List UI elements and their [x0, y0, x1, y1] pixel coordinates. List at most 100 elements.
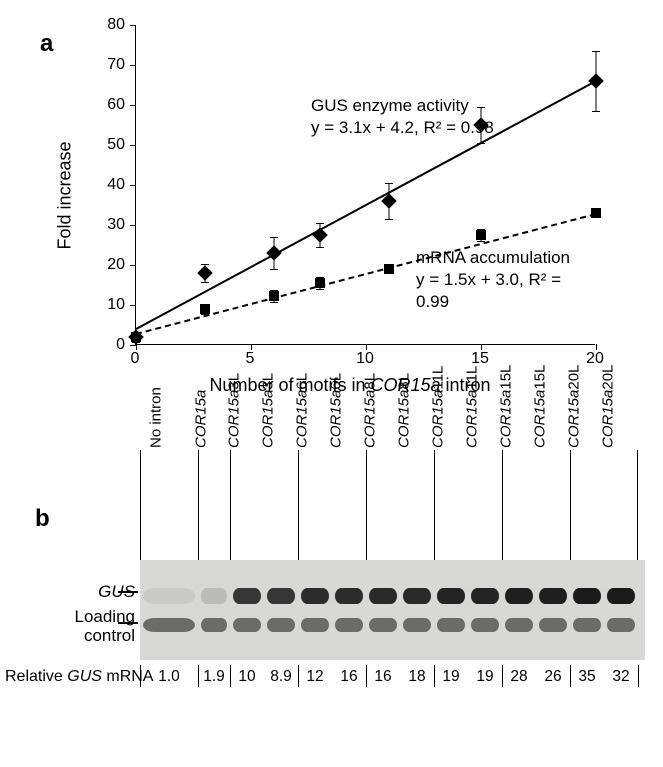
y-tick: [130, 265, 136, 267]
y-tick-label: 50: [107, 136, 125, 154]
relative-value: 16: [340, 668, 357, 686]
gus-band: [201, 588, 227, 604]
relative-value: 1.9: [203, 668, 225, 686]
gus-band: [607, 588, 635, 604]
error-cap: [316, 247, 324, 248]
lane-group: [570, 450, 638, 560]
gus-band: [539, 588, 567, 604]
value-separator: [638, 665, 639, 687]
gus-band: [301, 588, 329, 604]
loading-band: [267, 618, 295, 632]
lane-label: COR15a20L: [600, 365, 617, 448]
data-point: [269, 291, 279, 301]
lane-group: [298, 450, 366, 560]
loading-band: [403, 618, 431, 632]
y-tick: [130, 305, 136, 307]
value-separator: [570, 665, 571, 687]
lane-group: [434, 450, 502, 560]
data-point: [197, 265, 213, 281]
gus-band: [233, 588, 261, 604]
gus-band: [369, 588, 397, 604]
loading-band: [471, 618, 499, 632]
gus-band: [471, 588, 499, 604]
lane-group: [366, 450, 434, 560]
lane-label: COR15a11L: [464, 366, 481, 448]
x-tick-label: 10: [356, 350, 374, 368]
x-tick-label: 5: [246, 350, 255, 368]
error-cap: [201, 282, 209, 283]
value-separator: [230, 665, 231, 687]
lane-group: [198, 450, 230, 560]
loading-band: [369, 618, 397, 632]
annotation-gus: GUS enzyme activityy = 3.1x + 4.2, R² = …: [311, 95, 494, 139]
data-point: [476, 230, 486, 240]
relative-value: 12: [306, 668, 323, 686]
y-tick-label: 80: [107, 16, 125, 34]
y-tick-label: 70: [107, 56, 125, 74]
panel-b: b No intronCOR15aCOR15a3LCOR15a3LCOR15a6…: [0, 450, 663, 750]
data-point: [591, 208, 601, 218]
relative-value: 10: [238, 668, 255, 686]
lane-label: COR15a3L: [226, 373, 243, 448]
y-tick: [130, 105, 136, 107]
gus-band: [437, 588, 465, 604]
y-tick-label: 0: [116, 336, 125, 354]
error-cap: [477, 241, 485, 242]
relative-value: 19: [476, 668, 493, 686]
lane-label: COR15a8L: [396, 373, 413, 448]
loading-band: [143, 618, 195, 632]
relative-value: 28: [510, 668, 527, 686]
error-cap: [477, 143, 485, 144]
loading-band-label: Loading control: [74, 608, 135, 645]
gus-band: [335, 588, 363, 604]
x-tick-label: 0: [131, 350, 140, 368]
data-point: [588, 73, 604, 89]
lane-label: COR15a3L: [260, 373, 277, 448]
gus-tick: [118, 591, 138, 593]
y-axis-title: Fold increase: [55, 141, 76, 249]
value-separator: [434, 665, 435, 687]
lane-headers: No intronCOR15aCOR15a3LCOR15a3LCOR15a6LC…: [140, 450, 645, 560]
value-separator: [502, 665, 503, 687]
gus-band: [505, 588, 533, 604]
relative-value: 32: [612, 668, 629, 686]
value-separator: [140, 665, 141, 687]
data-point: [200, 304, 210, 314]
lane-label: COR15a15L: [498, 365, 515, 448]
loading-band: [607, 618, 635, 632]
panel-b-label: b: [35, 505, 50, 533]
error-cap: [316, 223, 324, 224]
loading-band: [201, 618, 227, 632]
error-cap: [592, 111, 600, 112]
loading-band: [539, 618, 567, 632]
relative-value: 26: [544, 668, 561, 686]
y-tick: [130, 145, 136, 147]
lane-label: COR15a11L: [430, 366, 447, 448]
data-point: [315, 278, 325, 288]
loading-band: [505, 618, 533, 632]
x-axis-title: Number of motifs in COR15a intron: [209, 375, 490, 396]
lane-label: COR15a8L: [362, 373, 379, 448]
lane-label: No intron: [148, 387, 165, 448]
data-point: [131, 332, 141, 342]
panel-a-label: a: [40, 30, 53, 58]
error-cap: [385, 219, 393, 220]
gus-band: [403, 588, 431, 604]
y-tick: [130, 185, 136, 187]
loading-band: [437, 618, 465, 632]
loading-band: [573, 618, 601, 632]
lane-group: [230, 450, 298, 560]
y-tick-label: 10: [107, 296, 125, 314]
loading-band: [233, 618, 261, 632]
loading-tick: [118, 622, 138, 624]
relative-value: 35: [578, 668, 595, 686]
relative-value: 8.9: [270, 668, 292, 686]
lane-label: COR15a6L: [328, 373, 345, 448]
chart-container: Fold increase 01020304050607080GUS enzym…: [95, 25, 605, 375]
y-tick-label: 40: [107, 176, 125, 194]
relative-value: 19: [442, 668, 459, 686]
error-cap: [270, 269, 278, 270]
gus-band: [143, 588, 195, 604]
lane-group: [502, 450, 570, 560]
lane-label: COR15a: [193, 390, 210, 448]
